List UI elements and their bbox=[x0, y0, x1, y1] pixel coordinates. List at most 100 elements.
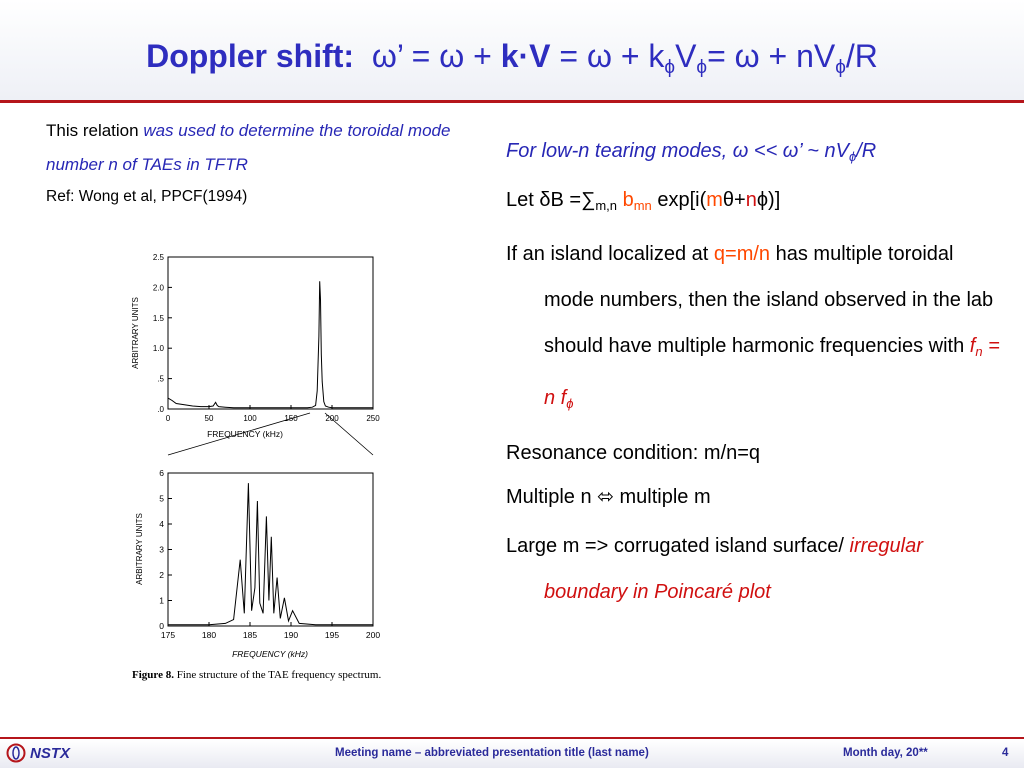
page-number: 4 bbox=[1002, 747, 1009, 759]
x-tick-label: 250 bbox=[366, 414, 380, 423]
let-sum-sub: m,n bbox=[595, 198, 618, 213]
zoom-connector-right bbox=[324, 412, 374, 456]
let-word: Let bbox=[506, 189, 540, 211]
let-exp: exp[i( bbox=[651, 189, 707, 211]
y-tick-label: 0 bbox=[159, 621, 164, 631]
large-text-1: Large m => corrugated island surface/ bbox=[506, 535, 850, 557]
island-q: q bbox=[713, 243, 726, 265]
island-text-1: If an island localized at bbox=[506, 243, 714, 265]
x-tick-label: 185 bbox=[243, 630, 257, 640]
spectrum-figure-svg: .0.51.01.52.02.5 050100150200250 FREQUEN… bbox=[131, 253, 380, 659]
relation-text: This relation was used to determine the … bbox=[46, 114, 486, 182]
title-v: V bbox=[529, 38, 551, 74]
y-tick-label: 1 bbox=[159, 596, 164, 606]
title-k: k bbox=[500, 38, 519, 74]
title-divider bbox=[0, 100, 1024, 103]
x-tick-label: 180 bbox=[202, 630, 216, 640]
figure-caption: Figure 8. Fine structure of the TAE freq… bbox=[132, 669, 381, 681]
x-tick-label: 190 bbox=[284, 630, 298, 640]
x-tick-label: 200 bbox=[366, 630, 380, 640]
bottom-plot-y-ticks: 0 1 2 3 4 5 6 bbox=[159, 468, 172, 631]
y-tick-label: 5 bbox=[159, 494, 164, 504]
nstx-logo: NSTX bbox=[6, 743, 70, 763]
zoom-connector-left bbox=[167, 412, 311, 456]
let-delta: δ bbox=[539, 189, 551, 211]
let-plus: + bbox=[734, 189, 746, 211]
y-tick-label: .0 bbox=[157, 405, 164, 414]
let-phi: ϕ bbox=[756, 189, 769, 211]
y-tick-label: 3 bbox=[159, 545, 164, 555]
island-eq: = bbox=[725, 243, 737, 265]
y-tick-label: .5 bbox=[157, 375, 164, 384]
multiple-n-m: Multiple n ⬄ multiple m bbox=[506, 479, 1001, 515]
title-eq-4: = ω + nV bbox=[707, 38, 836, 74]
resonance-condition: Resonance condition: m/n=q bbox=[506, 442, 761, 464]
y-tick-label: 2.0 bbox=[153, 283, 165, 292]
y-tick-label: 2.5 bbox=[153, 253, 165, 262]
let-sum: ∑ bbox=[581, 189, 596, 211]
island-eq2: = n f bbox=[544, 335, 1000, 409]
island-fsub2: ϕ bbox=[566, 396, 574, 411]
left-column: This relation was used to determine the … bbox=[46, 114, 486, 206]
x-tick-label: 175 bbox=[161, 630, 175, 640]
title-dot: · bbox=[518, 38, 530, 74]
bottom-plot-y-label: ARBITRARY UNITS bbox=[135, 513, 144, 585]
bottom-plot-x-label: FREQUENCY (kHz) bbox=[232, 649, 308, 659]
intro-text: For low-n tearing modes, ω << ω’ ~ nV bbox=[506, 140, 849, 162]
let-close: )] bbox=[768, 189, 781, 211]
right-column: For low-n tearing modes, ω << ω’ ~ nVϕ/R… bbox=[506, 133, 1001, 615]
x-tick-label: 200 bbox=[325, 414, 339, 423]
perturbation-definition: Let δB =∑m,n bmn exp[i(mθ+nϕ)] bbox=[506, 183, 1001, 223]
multiple-text-1: Multiple n bbox=[506, 486, 598, 508]
y-tick-label: 2 bbox=[159, 570, 164, 580]
let-n: n bbox=[745, 189, 757, 211]
let-b: B = bbox=[550, 189, 582, 211]
x-tick-label: 100 bbox=[243, 414, 257, 423]
zoom-connectors bbox=[167, 412, 374, 456]
top-plot-x-label: FREQUENCY (kHz) bbox=[207, 429, 283, 439]
let-bmn: b bbox=[617, 189, 634, 211]
bottom-spectrum-plot: 0 1 2 3 4 5 6 175 180 185 190 195 200 FREQUENCY (kH… bbox=[135, 468, 380, 659]
relation-italic: was used to determine the toroidal mode … bbox=[46, 121, 451, 174]
let-bmn-sub: mn bbox=[633, 198, 652, 213]
title-sub-phi-1: ϕ bbox=[664, 57, 676, 78]
relation-plain: This relation bbox=[46, 121, 144, 140]
double-arrow-icon: ⬄ bbox=[597, 486, 614, 508]
top-plot-y-label: ARBITRARY UNITS bbox=[131, 297, 140, 369]
island-harmonics: If an island localized at q=m/n has mult… bbox=[506, 231, 1001, 427]
let-theta: θ bbox=[722, 189, 735, 211]
y-tick-label: 4 bbox=[159, 519, 164, 529]
large-text-2: irregular boundary in Poincaré plot bbox=[544, 535, 923, 603]
island-text-2: has multiple toroidal mode numbers, then… bbox=[544, 243, 994, 357]
logo-text: NSTX bbox=[30, 744, 71, 762]
island-f: f bbox=[969, 335, 976, 357]
top-spectrum-line bbox=[167, 281, 373, 409]
large-m-note: Large m => corrugated island surface/ ir… bbox=[506, 523, 1001, 615]
x-tick-label: 195 bbox=[325, 630, 339, 640]
title-sub-phi-3: ϕ bbox=[835, 57, 846, 78]
footer-meeting: Meeting name – abbreviated presentation … bbox=[335, 747, 649, 759]
x-tick-label: 50 bbox=[205, 414, 214, 423]
footer: NSTX Meeting name – abbreviated presenta… bbox=[0, 740, 1024, 768]
y-tick-label: 1.5 bbox=[153, 314, 165, 323]
caption-text: Fine structure of the TAE frequency spec… bbox=[173, 669, 382, 681]
y-tick-label: 6 bbox=[159, 468, 164, 478]
footer-divider bbox=[0, 737, 1024, 739]
caption-label: Figure 8. bbox=[132, 669, 174, 681]
island-fsub: n bbox=[975, 344, 983, 359]
footer-date: Month day, 20** bbox=[843, 747, 928, 759]
intro-end: /R bbox=[856, 140, 877, 162]
title-sub-phi-2: ϕ bbox=[696, 57, 708, 78]
top-plot-frame bbox=[167, 256, 374, 410]
multiple-text-2: multiple m bbox=[613, 486, 711, 508]
low-n-intro: For low-n tearing modes, ω << ω’ ~ nVϕ/R bbox=[506, 133, 1001, 175]
intro-sub: ϕ bbox=[848, 149, 857, 164]
title-eq-5: /R bbox=[845, 38, 878, 74]
title-eq-2: = ω + k bbox=[550, 38, 665, 74]
island-mn: m/n bbox=[736, 243, 771, 265]
bottom-plot-x-ticks: 175 180 185 190 195 200 bbox=[161, 622, 380, 640]
title-bar bbox=[0, 0, 1024, 100]
top-spectrum-plot: .0.51.01.52.02.5 050100150200250 FREQUEN… bbox=[131, 253, 380, 439]
bottom-spectrum-line bbox=[168, 483, 373, 626]
slide-title: Doppler shift: ω’ = ω + k·V = ω + kϕVϕ= … bbox=[0, 38, 1024, 79]
